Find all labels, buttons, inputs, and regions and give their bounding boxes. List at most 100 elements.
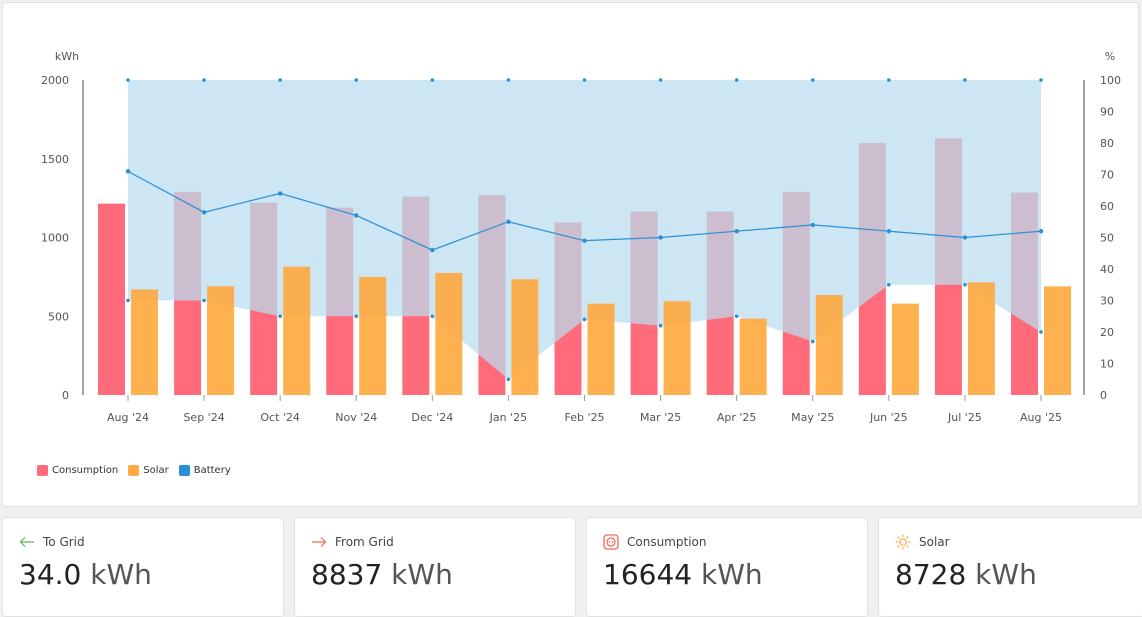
battery-max-point <box>963 78 967 82</box>
y-tick-left: 1500 <box>41 153 69 166</box>
battery-min-point <box>1039 330 1043 334</box>
battery-max-point <box>430 78 435 82</box>
x-tick-label: May '25 <box>791 411 834 424</box>
battery-max-point <box>354 78 359 82</box>
solar-card[interactable]: Solar 8728 kWh <box>878 517 1142 617</box>
legend-item-consumption[interactable]: Consumption <box>37 465 118 476</box>
to-grid-value: 34.0 <box>19 558 82 591</box>
battery-average-point <box>658 235 663 240</box>
y-tick-right: 30 <box>1100 295 1114 308</box>
battery-min-point <box>202 298 206 303</box>
battery-average-point <box>886 229 892 234</box>
battery-max-point <box>126 78 130 82</box>
battery-min-point <box>810 339 815 344</box>
to-grid-unit: kWh <box>90 558 152 591</box>
legend-swatch-consumption <box>37 465 48 476</box>
battery-average-point <box>506 219 511 224</box>
bar-solar <box>891 303 919 395</box>
y-tick-left: 500 <box>48 310 69 323</box>
bar-solar <box>967 282 995 395</box>
from-grid-value: 8837 <box>311 558 383 591</box>
y-tick-left: 2000 <box>41 74 69 87</box>
y-tick-right: 100 <box>1100 74 1121 87</box>
battery-range-area <box>128 80 1041 380</box>
bar-solar <box>283 266 311 395</box>
to-grid-label: To Grid <box>43 535 85 549</box>
x-tick-label: Nov '24 <box>335 411 377 424</box>
legend-swatch-solar <box>128 465 140 476</box>
x-tick-label: Aug '24 <box>107 411 149 424</box>
legend-swatch-battery <box>178 465 190 476</box>
y-tick-right: 50 <box>1100 232 1114 245</box>
solar-unit: kWh <box>975 558 1037 591</box>
legend-label-consumption: Consumption <box>52 465 119 476</box>
outlet-icon <box>603 534 619 550</box>
x-tick-label: Jun '25 <box>869 411 908 424</box>
consumption-value: 16644 <box>603 558 693 591</box>
x-tick-label: Jan '25 <box>489 411 527 424</box>
battery-max-point <box>202 78 206 82</box>
battery-average-point <box>1038 229 1044 234</box>
y-tick-right: 0 <box>1100 389 1107 402</box>
bar-solar <box>739 318 767 395</box>
legend-item-battery[interactable]: Battery <box>178 465 231 476</box>
to-grid-value-row: 34.0 kWh <box>19 558 152 591</box>
arrow-right-icon <box>311 534 327 550</box>
consumption-unit: kWh <box>700 558 763 591</box>
battery-average-point <box>430 247 435 253</box>
battery-min-point <box>506 377 511 382</box>
battery-max-point <box>506 78 511 82</box>
chart-legend: Consumption Solar Battery <box>37 465 231 476</box>
energy-chart-card: kWh% 0 500 1000 1500 2000 0 10 20 30 40 50 60 70 80 90 1… <box>2 2 1139 507</box>
battery-min-point <box>430 314 435 319</box>
x-tick-label: Jul '25 <box>947 411 982 424</box>
x-tick-label: Apr '25 <box>717 411 757 424</box>
consumption-value-row: 16644 kWh <box>603 558 763 591</box>
consumption-card[interactable]: Consumption 16644 kWh <box>586 517 868 617</box>
battery-min-point <box>354 314 359 319</box>
battery-min-point <box>887 282 891 287</box>
from-grid-unit: kWh <box>391 558 453 591</box>
battery-max-point <box>887 78 891 82</box>
y-tick-right: 70 <box>1100 169 1114 182</box>
battery-max-point <box>582 78 587 82</box>
x-tick-label: Dec '24 <box>411 411 453 424</box>
x-tick-label: Mar '25 <box>640 411 681 424</box>
bar-solar <box>359 276 387 395</box>
battery-max-point <box>810 78 815 82</box>
y-tick-right: 90 <box>1100 106 1114 119</box>
legend-item-solar[interactable]: Solar <box>128 465 169 476</box>
bar-solar <box>131 289 158 395</box>
energy-chart: kWh % 0 500 1000 1500 2000 0 10 20 30 40 50 60 70 80 90 1… <box>41 50 1121 424</box>
bar-solar <box>511 279 539 395</box>
y-tick-right: 10 <box>1100 358 1114 371</box>
battery-min-point <box>658 323 663 328</box>
bar-consumption <box>98 203 125 395</box>
y-tick-right: 20 <box>1100 326 1114 339</box>
battery-min-point <box>126 298 130 303</box>
from-grid-label: From Grid <box>335 535 394 549</box>
bar-solar <box>1044 286 1071 395</box>
bar-solar <box>663 301 691 395</box>
x-tick-label: Feb '25 <box>565 411 605 424</box>
battery-average-point <box>201 210 207 215</box>
from-grid-value-row: 8837 kWh <box>311 558 453 591</box>
solar-label: Solar <box>919 535 950 549</box>
arrow-left-icon <box>19 534 35 550</box>
bar-solar <box>815 294 843 395</box>
sun-icon <box>895 534 911 550</box>
battery-max-point <box>278 78 282 82</box>
bar-solar <box>435 272 463 395</box>
bar-solar <box>587 303 615 395</box>
legend-label-battery: Battery <box>193 465 231 476</box>
battery-max-point <box>734 78 739 82</box>
battery-min-point <box>963 282 967 287</box>
solar-value-row: 8728 kWh <box>895 558 1037 591</box>
y-axis-right-label: % <box>1105 50 1115 63</box>
from-grid-card[interactable]: From Grid 8837 kWh <box>294 517 576 617</box>
battery-average-point <box>354 213 359 218</box>
solar-value: 8728 <box>895 558 967 591</box>
battery-average-point <box>810 222 815 228</box>
to-grid-card[interactable]: To Grid 34.0 kWh <box>2 517 284 617</box>
x-tick-label: Oct '24 <box>260 411 300 424</box>
